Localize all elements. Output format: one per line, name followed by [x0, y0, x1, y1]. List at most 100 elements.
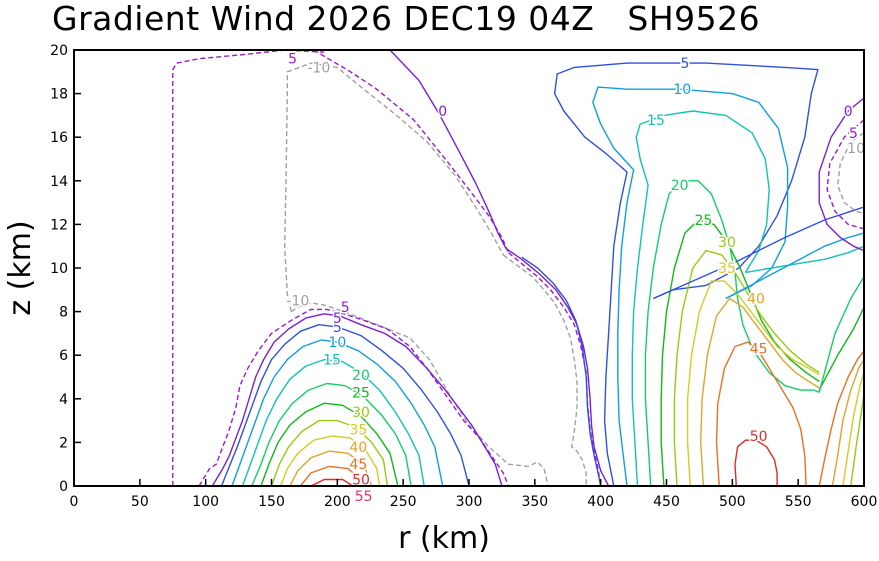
y-axis-ticks: 0 2 4 6 8 10 12 14 16 18 20	[50, 43, 81, 495]
contour-line--5	[826, 119, 864, 230]
y-tick-label: 10	[50, 261, 68, 277]
contour-label: 10	[847, 141, 865, 157]
contour-lines	[172, 50, 864, 486]
x-tick-label: 600	[851, 494, 878, 510]
contour-line--5	[313, 50, 510, 253]
x-tick-label: 50	[131, 494, 149, 510]
y-tick-label: 8	[59, 305, 68, 321]
contour-label: 45	[349, 457, 367, 473]
contour-line-45	[715, 341, 807, 486]
contour-label: 5	[288, 52, 297, 68]
contour-line-5	[553, 62, 819, 486]
contour-label: 40	[747, 292, 765, 308]
contour-line-15	[631, 110, 770, 486]
contour-line-0	[389, 50, 507, 249]
contour-line-10	[231, 339, 444, 486]
contour-label: 55	[355, 489, 373, 505]
contour-label: 25	[352, 385, 370, 401]
contour-line-50	[310, 478, 354, 486]
contour-line-20	[251, 382, 412, 486]
contour-label: 25	[694, 213, 712, 229]
contour-line-15	[745, 245, 864, 274]
x-tick-label: 250	[390, 494, 417, 510]
contour-label: 20	[352, 368, 370, 384]
contour-label: 5	[333, 320, 342, 336]
y-tick-label: 12	[50, 217, 68, 233]
contour-label: 30	[718, 235, 736, 251]
contour-label: 0	[844, 104, 853, 120]
chart-title: Gradient Wind 2026 DEC19 04Z SH9526	[52, 0, 760, 38]
contour-line-35	[842, 372, 864, 486]
contour-line-35	[280, 435, 381, 486]
contour-label: 10	[673, 82, 691, 98]
y-tick-label: 0	[59, 479, 68, 495]
contour-label: 15	[323, 353, 341, 369]
contour-label: 5	[680, 56, 689, 72]
contour-line-40	[831, 359, 864, 486]
contour-line-30	[270, 419, 389, 486]
x-tick-label: 450	[653, 494, 680, 510]
contour-line-5	[220, 324, 470, 486]
contour-label: 5	[333, 311, 342, 327]
x-tick-label: 300	[456, 494, 483, 510]
y-tick-label: 20	[50, 43, 68, 59]
contour-line-45	[299, 465, 365, 486]
contour-label: 20	[671, 178, 689, 194]
contour-line--5	[198, 308, 510, 486]
y-tick-label: 2	[59, 435, 68, 451]
contour-line--10	[284, 62, 504, 312]
contour-line-30	[673, 249, 820, 486]
contour-label: 40	[349, 440, 367, 456]
x-axis-label: r (km)	[398, 521, 490, 556]
y-tick-label: 16	[50, 130, 68, 146]
contour-label: 5	[849, 126, 858, 142]
y-tick-label: 14	[50, 174, 68, 190]
contour-line-10	[725, 232, 864, 300]
contour-line-25	[260, 402, 399, 486]
x-tick-label: 350	[521, 494, 548, 510]
contour-line-5	[653, 206, 864, 300]
contour-label: -10	[286, 294, 309, 310]
contour-line-0	[211, 313, 503, 486]
x-tick-label: 100	[192, 494, 219, 510]
contour-label: 10	[328, 335, 346, 351]
x-tick-label: 550	[785, 494, 812, 510]
contour-label: -10	[307, 60, 330, 76]
contour-label: 35	[718, 261, 736, 277]
contour-line-15	[241, 358, 425, 486]
x-tick-label: 200	[324, 494, 351, 510]
y-tick-label: 4	[59, 392, 68, 408]
contour-line-5	[521, 256, 602, 486]
contour-line-20	[818, 276, 864, 393]
contour-line-50	[734, 439, 778, 486]
contour-line-25	[818, 306, 864, 391]
y-tick-label: 18	[50, 87, 68, 103]
contour-line-10	[592, 86, 789, 486]
contour-line-40	[700, 297, 820, 486]
contour-label: 35	[349, 422, 367, 438]
contour-label: 15	[647, 113, 665, 129]
contour-line-20	[644, 180, 820, 486]
x-axis-ticks: 0 50 100 150 200 250 300 350 400 450 500 550 600	[70, 479, 878, 510]
contour-line-0	[505, 247, 610, 486]
y-tick-label: 6	[59, 348, 68, 364]
contour-label: 5	[341, 300, 350, 316]
contour-label: 0	[438, 104, 447, 120]
x-tick-label: 500	[719, 494, 746, 510]
contour-label: 30	[352, 405, 370, 421]
x-tick-label: 150	[258, 494, 285, 510]
x-tick-label: 0	[70, 494, 79, 510]
y-axis-label: z (km)	[3, 220, 38, 315]
contour-line-35	[686, 280, 820, 486]
contour-label: 45	[750, 342, 768, 358]
contour-line-30	[850, 394, 864, 486]
contour-line--5	[172, 50, 325, 486]
contour-line--10	[502, 254, 587, 486]
contour-line--10	[290, 302, 549, 486]
contour-line--5	[508, 252, 602, 486]
contour-label: 50	[750, 429, 768, 445]
x-tick-label: 400	[587, 494, 614, 510]
contour-line-0	[818, 97, 864, 252]
contour-line-40	[289, 450, 373, 486]
